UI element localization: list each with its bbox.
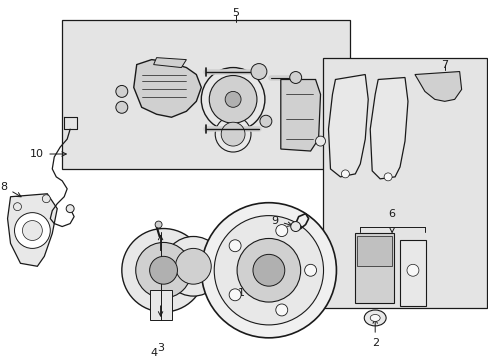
Polygon shape: [414, 72, 461, 102]
Text: 6: 6: [388, 208, 395, 219]
Polygon shape: [62, 20, 349, 169]
FancyBboxPatch shape: [149, 290, 171, 320]
Text: 5: 5: [232, 8, 239, 18]
Circle shape: [14, 203, 21, 211]
Circle shape: [275, 225, 287, 237]
Polygon shape: [7, 194, 57, 266]
Circle shape: [201, 68, 264, 131]
Circle shape: [275, 304, 287, 316]
Circle shape: [229, 289, 241, 301]
Circle shape: [315, 136, 325, 146]
Circle shape: [201, 203, 336, 338]
Polygon shape: [399, 240, 425, 306]
Circle shape: [116, 102, 127, 113]
Polygon shape: [322, 58, 487, 308]
Circle shape: [341, 170, 348, 178]
Text: 10: 10: [30, 149, 66, 159]
Polygon shape: [369, 77, 407, 179]
Circle shape: [252, 255, 284, 286]
Circle shape: [136, 242, 191, 298]
Ellipse shape: [369, 315, 379, 321]
Text: 7: 7: [440, 60, 447, 69]
Text: 4: 4: [150, 348, 157, 358]
Ellipse shape: [364, 310, 386, 326]
Circle shape: [384, 173, 391, 181]
Text: 3: 3: [157, 343, 164, 353]
Circle shape: [250, 64, 266, 80]
Circle shape: [163, 237, 223, 296]
Circle shape: [290, 221, 300, 231]
Circle shape: [155, 221, 162, 228]
Polygon shape: [355, 234, 393, 303]
Text: 1: 1: [237, 273, 258, 298]
Circle shape: [237, 238, 300, 302]
Circle shape: [304, 264, 316, 276]
Text: 9: 9: [271, 216, 291, 226]
Circle shape: [149, 256, 177, 284]
Circle shape: [260, 115, 271, 127]
Circle shape: [214, 216, 323, 325]
Circle shape: [116, 85, 127, 97]
Circle shape: [122, 229, 205, 312]
Circle shape: [229, 240, 241, 252]
Circle shape: [215, 116, 250, 152]
Circle shape: [221, 122, 244, 146]
Polygon shape: [153, 58, 186, 68]
Circle shape: [42, 195, 50, 203]
Text: 2: 2: [371, 319, 378, 348]
Circle shape: [66, 205, 74, 213]
Circle shape: [224, 91, 241, 107]
Circle shape: [289, 72, 301, 84]
Polygon shape: [357, 237, 391, 266]
Circle shape: [22, 221, 42, 240]
Text: 8: 8: [0, 182, 21, 197]
Circle shape: [406, 264, 418, 276]
Polygon shape: [328, 75, 367, 177]
Polygon shape: [134, 60, 201, 117]
Circle shape: [209, 76, 256, 123]
Polygon shape: [280, 80, 320, 151]
Circle shape: [15, 213, 50, 248]
Circle shape: [175, 248, 211, 284]
